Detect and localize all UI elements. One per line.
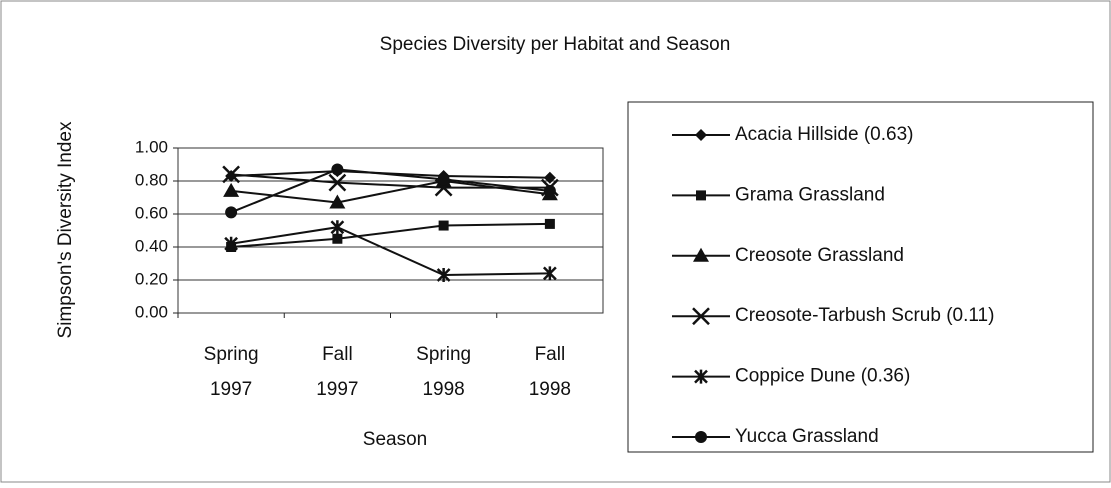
y-tick-label: 0.00 (135, 302, 168, 321)
x-tick-label: Spring 1998 (416, 344, 471, 400)
marker (223, 182, 240, 197)
series-line (230, 226, 550, 277)
legend-marker (696, 190, 706, 201)
chart-title: Species Diversity per Habitat and Season (380, 34, 731, 55)
y-tick-label: 1.00 (135, 137, 168, 156)
marker (222, 165, 241, 184)
marker (225, 206, 238, 219)
y-tick-label: 0.60 (135, 203, 168, 222)
y-tick-label: 0.20 (135, 269, 168, 288)
legend-box (627, 101, 1094, 453)
marker (436, 268, 451, 283)
marker (542, 266, 557, 281)
legend-label: Coppice Dune (0.36) (735, 366, 910, 387)
marker (437, 173, 450, 186)
legend-marker (695, 129, 707, 141)
x-axis-label: Season (363, 429, 427, 450)
marker (543, 171, 556, 184)
marker (543, 184, 556, 197)
marker (224, 236, 239, 251)
x-tick-label: Spring 1997 (204, 344, 259, 400)
legend-label: Creosote Grassland (735, 245, 904, 266)
legend-label: Acacia Hillside (0.63) (735, 124, 913, 145)
marker (331, 163, 344, 176)
marker (434, 178, 453, 197)
marker (332, 233, 343, 244)
legend-marker (695, 431, 707, 443)
y-tick-label: 0.80 (135, 170, 168, 189)
legend-marker (694, 369, 708, 384)
marker (438, 220, 449, 231)
x-tick-label: Fall 1997 (316, 344, 358, 400)
y-tick-label: 0.40 (135, 236, 168, 255)
legend-label: Creosote-Tarbush Scrub (0.11) (735, 305, 994, 326)
x-tick-label: Fall 1998 (529, 344, 571, 400)
series-line (231, 173, 550, 189)
series-line (231, 222, 550, 248)
legend-label: Grama Grassland (735, 184, 885, 205)
marker (544, 218, 555, 229)
marker (328, 173, 347, 192)
y-axis-label: Simpson's Diversity Index (55, 121, 76, 338)
legend-marker (692, 307, 710, 326)
marker (329, 194, 346, 209)
legend-label: Yucca Grassland (735, 426, 879, 447)
marker (330, 220, 345, 235)
series-line (230, 168, 550, 214)
legend-marker (693, 247, 709, 262)
